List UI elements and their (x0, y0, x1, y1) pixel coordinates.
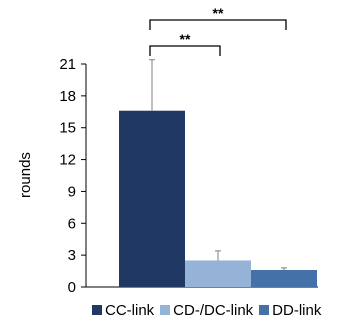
legend: CC-link CD-/DC-link DD-link (92, 300, 343, 320)
legend-label: CC-link (105, 301, 155, 319)
significance-brackets: ** ** (149, 5, 287, 56)
legend-item: CD-/DC-link (160, 302, 253, 319)
axes: 0 3 6 9 12 15 18 21 (59, 56, 318, 296)
y-tick-label: 0 (68, 279, 76, 296)
y-tick-label: 3 (68, 247, 76, 264)
bar-cd-dc-link (185, 260, 251, 287)
significance-bracket (149, 19, 287, 30)
legend-swatch (92, 305, 102, 315)
y-tick-label: 12 (59, 152, 76, 169)
y-tick-label: 18 (59, 88, 76, 105)
y-tick-label: 6 (68, 215, 76, 232)
bar-dd-link (251, 270, 317, 287)
bars (119, 59, 317, 287)
legend-item: DD-link (259, 302, 321, 319)
significance-label: ** (213, 5, 224, 21)
legend-label: CD-/DC-link (173, 301, 254, 319)
legend-item: CC-link (92, 302, 154, 319)
legend-label: DD-link (272, 301, 322, 319)
y-axis-title: rounds (17, 152, 34, 198)
significance-label: ** (180, 31, 191, 47)
legend-swatch (160, 305, 171, 315)
y-tick-label: 15 (59, 120, 76, 137)
y-tick-label: 21 (59, 56, 76, 73)
legend-swatch (259, 305, 270, 315)
bar-cc-link (119, 110, 185, 287)
y-tick-label: 9 (68, 183, 76, 200)
significance-bracket (149, 45, 221, 56)
